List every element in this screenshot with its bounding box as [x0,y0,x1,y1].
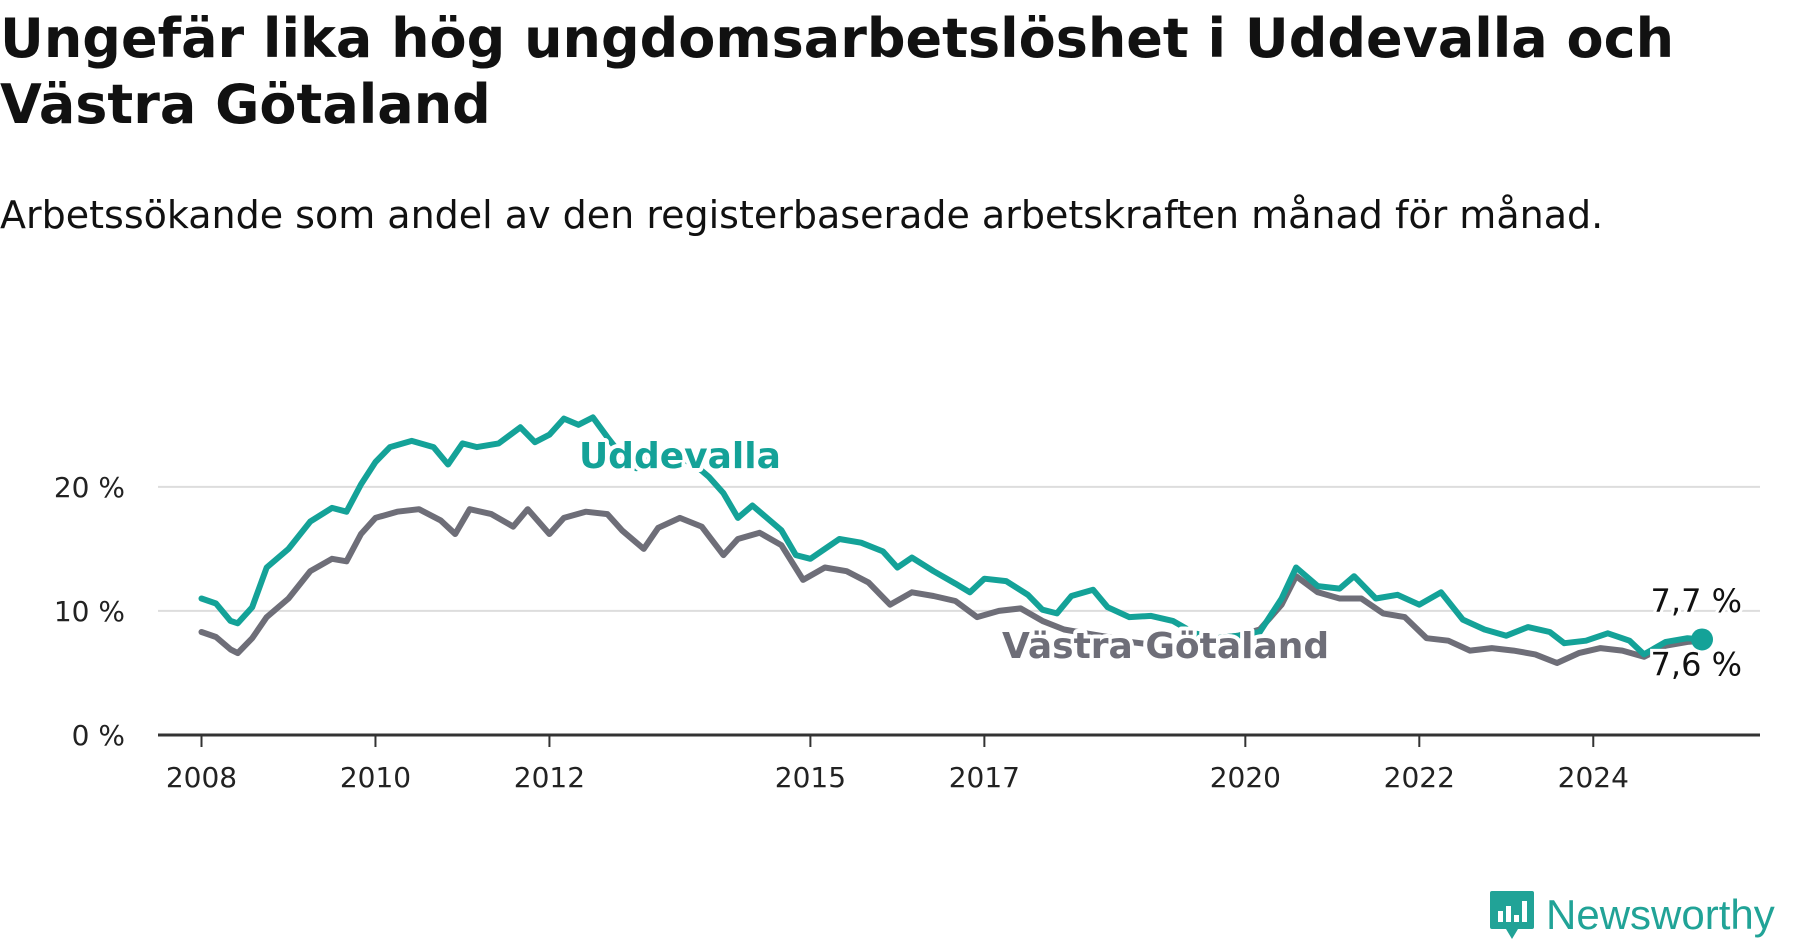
brand-name: Newsworthy [1546,891,1775,938]
uddevalla-end-label: 7,7 % [1651,582,1742,620]
chart-subtitle: Arbetssökande som andel av den registerb… [0,193,1604,237]
x-tick-label: 2008 [166,761,237,794]
uddevalla-line [198,414,1705,658]
y-tick-label: 20 % [54,471,125,504]
x-tick-label: 2020 [1210,761,1281,794]
vastra-gotaland-series-label: Västra Götaland [1002,626,1329,667]
vastra-gotaland-line [198,506,1705,666]
x-tick-label: 2015 [775,761,846,794]
uddevalla-end-marker [1691,628,1714,651]
newsworthy-logo[interactable]: Newsworthy [1488,886,1775,944]
series-lines [198,414,1714,666]
x-tick-label: 2012 [514,761,585,794]
x-tick-label: 2022 [1384,761,1455,794]
x-axis: 2008 2010 2012 2015 2017 2020 2022 2024 [158,733,1760,794]
chart-title: Ungefär lika hög ungdomsarbetslöshet i U… [0,7,1675,136]
x-tick-label: 2017 [949,761,1020,794]
series-labels: Uddevalla Västra Götaland 7,7 % 7,6 % [575,432,1745,686]
gridlines [158,485,1760,612]
y-axis-labels: 0 % 10 % 20 % [54,471,125,752]
uddevalla-series-label: Uddevalla [579,436,781,477]
newsworthy-logo-icon [1490,891,1534,939]
x-tick-label: 2010 [340,761,411,794]
vastra-gotaland-end-label: 7,6 % [1651,645,1742,683]
y-tick-label: 10 % [54,595,125,628]
y-tick-label: 0 % [72,719,125,752]
x-tick-label: 2024 [1558,761,1629,794]
